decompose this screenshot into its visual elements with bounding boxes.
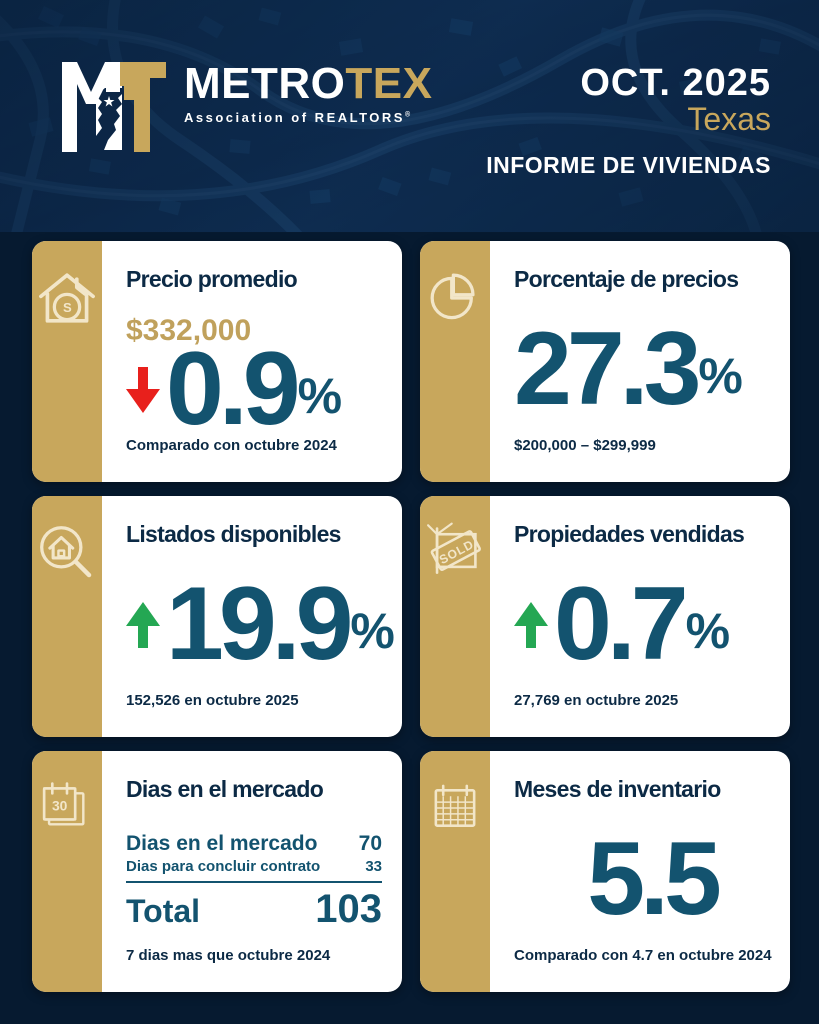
svg-text:30: 30 <box>52 797 68 813</box>
svg-text:S: S <box>63 300 72 315</box>
